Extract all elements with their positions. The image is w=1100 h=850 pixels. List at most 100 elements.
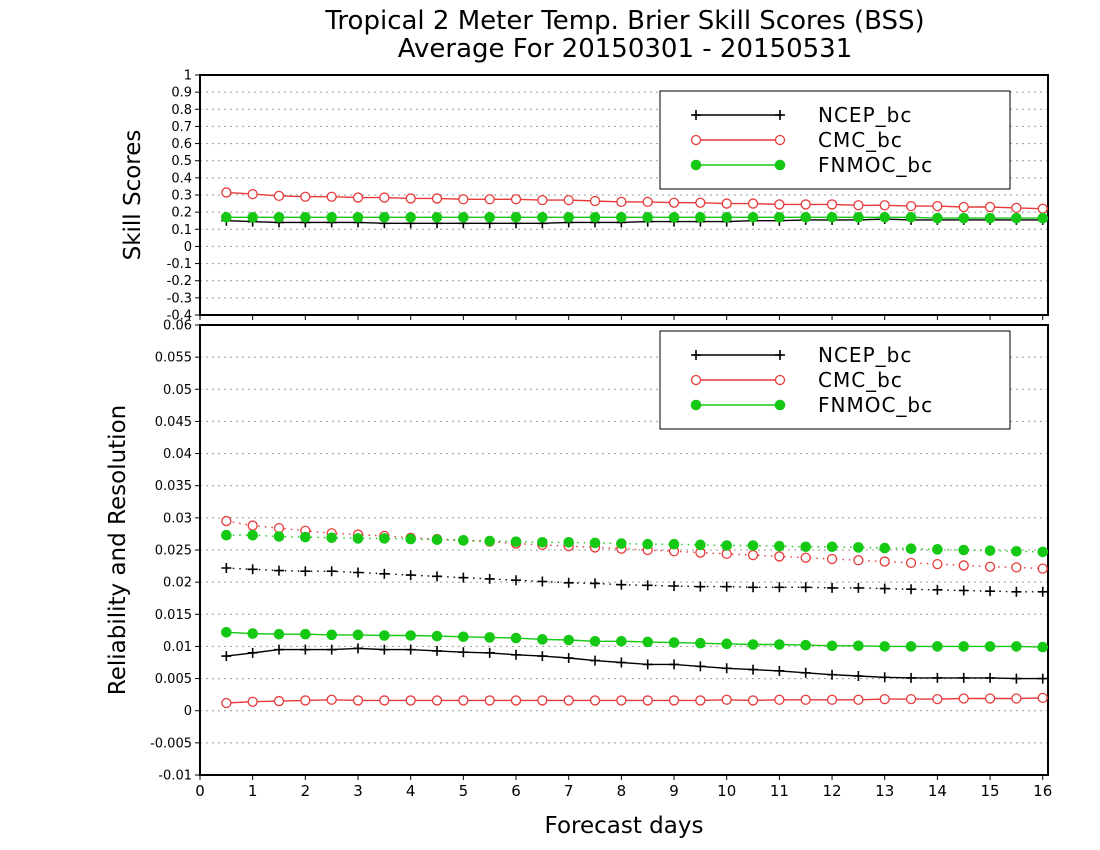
data-point: [300, 531, 311, 543]
series-CMC_bc-dotted: [221, 515, 1048, 574]
y-tick-label: 0.055: [155, 351, 192, 366]
data-point: [300, 644, 311, 655]
x-tick-label: 15: [981, 782, 1000, 800]
data-point: [537, 695, 548, 706]
data-point: [721, 663, 732, 674]
legend-label: NCEP_bc: [818, 343, 912, 367]
data-point: [906, 672, 917, 683]
x-tick-label: 13: [875, 782, 894, 800]
data-point: [326, 532, 337, 544]
data-point: [616, 579, 627, 590]
y-tick-label: -0.4: [167, 309, 192, 324]
y-tick-label: 1: [184, 69, 192, 84]
data-point: [879, 672, 890, 683]
data-point: [669, 581, 680, 591]
x-tick-label: 3: [353, 782, 363, 800]
data-point: [510, 632, 522, 644]
legend-marker: [691, 350, 701, 360]
data-point: [616, 538, 627, 549]
data-point: [1037, 586, 1048, 597]
data-point: [432, 645, 443, 656]
data-point: [800, 552, 811, 563]
data-point: [774, 582, 785, 593]
data-point: [247, 529, 258, 541]
legend-label: FNMOC_bc: [818, 153, 933, 177]
data-point: [563, 194, 574, 206]
legend-label: FNMOC_bc: [818, 393, 933, 417]
data-point: [748, 664, 759, 675]
data-point: [1037, 563, 1048, 574]
x-tick-label: 5: [459, 782, 469, 800]
data-point: [537, 194, 548, 206]
top-y-axis-label: Skill Scores: [120, 130, 146, 261]
data-point: [905, 543, 917, 555]
x-tick-label: 14: [928, 782, 947, 800]
data-point: [642, 580, 653, 591]
legend-marker: [690, 399, 702, 411]
data-point: [379, 695, 390, 706]
data-point: [590, 655, 601, 666]
data-point: [405, 211, 416, 223]
chart-title-line2: Average For 20150301 - 20150531: [398, 34, 853, 64]
data-point: [695, 637, 706, 649]
y-tick-label: 0.2: [171, 206, 192, 221]
legend-marker: [691, 110, 701, 120]
data-point: [1037, 673, 1048, 684]
data-point: [695, 211, 706, 223]
data-point: [458, 572, 469, 583]
data-point: [247, 520, 258, 531]
data-point: [221, 563, 232, 573]
data-point: [905, 200, 917, 212]
data-point: [932, 200, 943, 212]
y-tick-label: 0.015: [155, 608, 192, 623]
data-point: [273, 190, 285, 202]
x-axis-label: Forecast days: [545, 813, 704, 839]
data-point: [668, 695, 680, 706]
data-point: [273, 628, 285, 640]
data-point: [379, 568, 390, 579]
data-point: [458, 194, 469, 205]
y-tick-label: 0.5: [171, 154, 192, 169]
x-tick-label: 1: [248, 782, 258, 800]
data-point: [984, 201, 996, 213]
y-tick-label: 0: [184, 704, 192, 719]
x-tick-label: 10: [717, 782, 736, 800]
data-point: [1011, 673, 1022, 684]
data-point: [879, 641, 891, 652]
x-tick-label: 12: [823, 782, 842, 800]
data-point: [379, 533, 390, 544]
data-point: [800, 211, 812, 223]
data-point: [484, 647, 495, 658]
y-tick-label: -0.1: [167, 257, 192, 272]
series-NCEP_bc-solid: [221, 643, 1048, 684]
data-point: [273, 531, 285, 542]
data-point: [826, 553, 838, 565]
series-line: [226, 697, 1043, 704]
y-tick-label: -0.3: [167, 291, 192, 306]
y-tick-label: 0: [184, 240, 192, 255]
data-point: [774, 199, 785, 210]
data-point: [642, 659, 653, 670]
data-point: [985, 672, 996, 683]
series-CMC_bc-solid: [221, 187, 1048, 214]
series-line: [226, 216, 1043, 219]
series-FNMOC_bc-dotted: [221, 529, 1049, 558]
data-point: [721, 211, 733, 223]
y-tick-label: 0.04: [163, 447, 192, 462]
y-tick-label: 0.7: [171, 120, 192, 135]
data-point: [537, 634, 548, 645]
data-point: [589, 635, 601, 647]
legend-marker: [775, 110, 785, 120]
legend-label: CMC_bc: [818, 368, 903, 392]
data-point: [695, 695, 706, 706]
y-tick-label: 0.9: [171, 86, 192, 101]
data-point: [826, 541, 838, 553]
data-point: [932, 641, 943, 652]
data-point: [774, 540, 785, 552]
data-point: [221, 211, 232, 223]
data-point: [352, 533, 364, 544]
data-point: [879, 200, 890, 211]
